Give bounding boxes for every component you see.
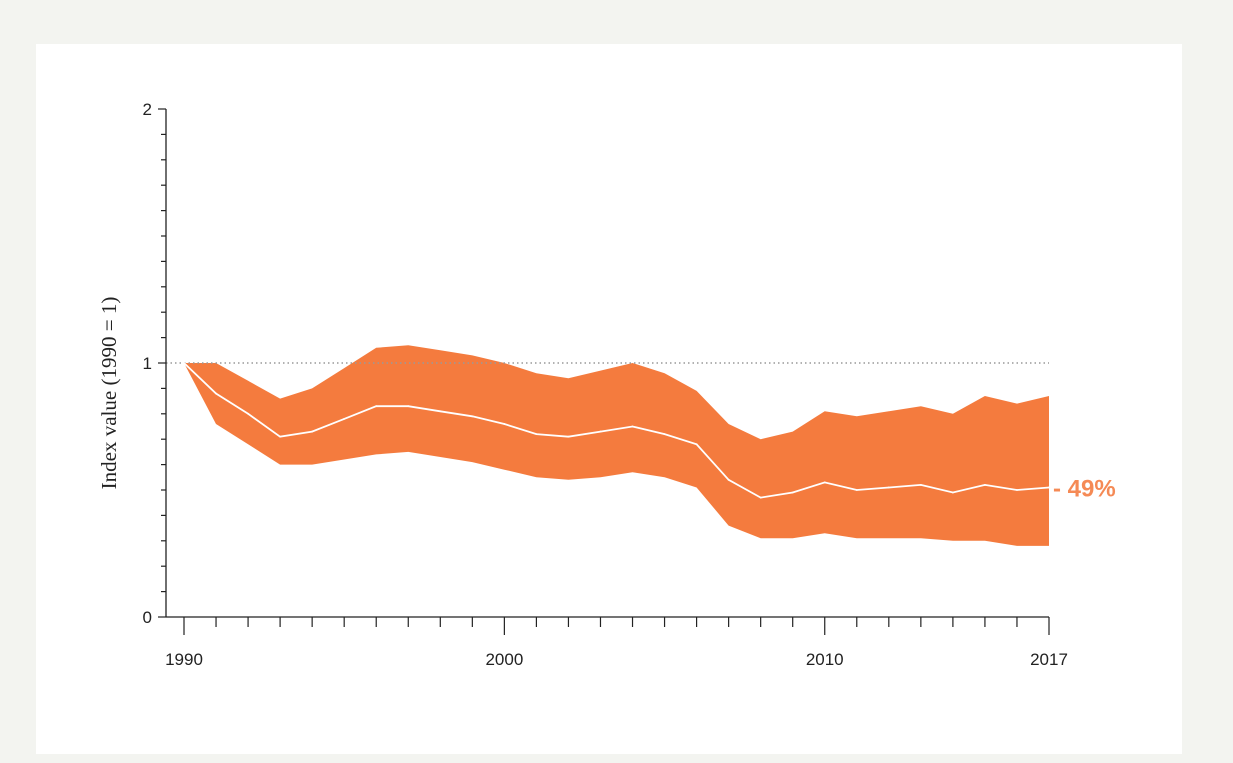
- median-point: [631, 425, 634, 428]
- median-point: [503, 423, 506, 425]
- median-point: [855, 489, 858, 491]
- x-tick-label: 2010: [806, 650, 844, 669]
- chart-card: 0 1 2 1990 2000 2010 2017 Index value (1990 = …: [36, 44, 1182, 754]
- y-tick-label: 0: [143, 608, 152, 627]
- median-point: [1048, 486, 1050, 489]
- index-value-chart: 0 1 2 1990 2000 2010 2017 Index value (1990 = …: [97, 100, 1116, 669]
- median-point: [663, 433, 666, 436]
- change-annotation: - 49%: [1053, 475, 1116, 502]
- median-point: [215, 392, 217, 395]
- axis-layer: 0 1 2 1990 2000 2010 2017: [143, 100, 1068, 669]
- y-tick-label: 1: [143, 354, 152, 373]
- x-tick-label: 2017: [1030, 650, 1068, 669]
- median-point: [919, 484, 922, 486]
- median-layer: [183, 362, 1050, 499]
- median-point: [471, 415, 474, 418]
- median-point: [791, 491, 794, 494]
- median-point: [279, 435, 282, 438]
- median-point: [567, 435, 570, 438]
- median-point: [951, 491, 954, 494]
- median-point: [407, 405, 410, 408]
- median-point: [535, 433, 538, 436]
- median-point: [759, 496, 762, 499]
- median-point: [375, 405, 378, 408]
- median-point: [183, 362, 185, 364]
- median-point: [727, 478, 730, 481]
- median-point: [343, 417, 346, 420]
- median-point: [439, 410, 442, 413]
- x-tick-label: 1990: [165, 650, 203, 669]
- median-line: [183, 362, 1050, 499]
- median-point: [695, 443, 698, 446]
- median-point: [247, 412, 249, 415]
- median-point: [887, 486, 890, 489]
- x-tick-label: 2000: [485, 650, 523, 669]
- band-layer: [184, 345, 1049, 546]
- y-tick-label: 2: [143, 100, 152, 119]
- median-point: [1016, 489, 1018, 491]
- median-point: [984, 484, 986, 486]
- median-point: [311, 430, 314, 433]
- y-axis-label: Index value (1990 = 1): [97, 297, 121, 490]
- median-point: [823, 481, 826, 484]
- median-point: [599, 430, 602, 433]
- uncertainty-band: [184, 345, 1049, 546]
